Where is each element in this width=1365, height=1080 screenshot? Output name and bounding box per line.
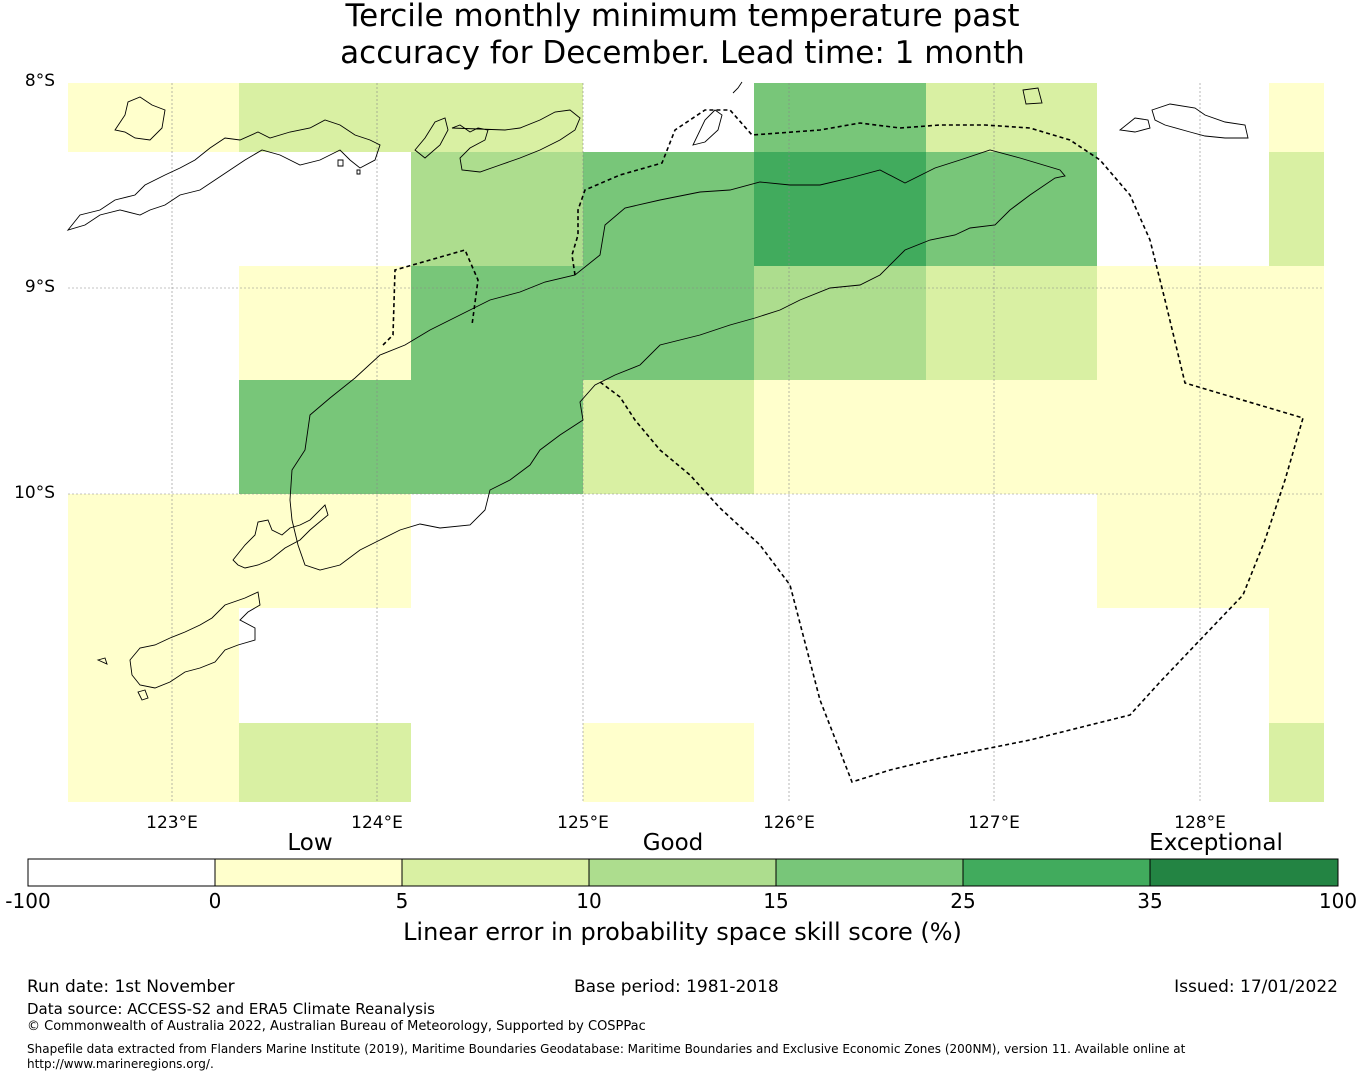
chart-title-line-2: accuracy for December. Lead time: 1 mont… [340,35,1025,71]
skill-cell [68,608,239,723]
colorbar-tick: 35 [1137,889,1163,913]
skill-cell [1269,723,1324,802]
colorbar-tick: -100 [5,889,51,913]
colorbar-segment [962,858,1151,887]
lon-label-125e: 125°E [557,813,609,833]
skill-cell [239,380,411,494]
chart-title-line-1: Tercile monthly minimum temperature past [345,0,1020,34]
colorbar-tick: 25 [950,889,976,913]
colorbar-tick: 10 [576,889,602,913]
skill-cell [1269,608,1324,723]
skill-cell [239,83,411,152]
gridlines [68,83,1324,802]
skill-cell [239,266,411,380]
skill-cell [583,152,754,266]
colorbar-segment [588,858,777,887]
coastlines [66,81,1249,701]
data-source: Data source: ACCESS-S2 and ERA5 Climate … [27,1000,435,1018]
skill-cell [583,723,754,802]
skill-cell [754,83,926,152]
colorbar-tick: 5 [395,889,409,913]
skill-cell [411,152,583,266]
skill-cell [1097,266,1269,380]
colorbar-segment [27,858,216,887]
lat-label-10s: 10°S [14,483,55,503]
colorbar-segment [775,858,964,887]
skill-cell [754,266,926,380]
lon-label-127e: 127°E [968,813,1020,833]
skill-cell [239,723,411,802]
skill-cell [411,83,583,152]
colorbar-segment [214,858,403,887]
skill-cell [68,723,239,802]
colorbar-segment [1149,858,1339,887]
lon-label-128e: 128°E [1174,813,1226,833]
skill-cell [926,83,1097,152]
lat-label-9s: 9°S [24,277,55,297]
lon-label-126e: 126°E [763,813,815,833]
skill-cell [1269,152,1324,266]
skill-cell [1269,266,1324,380]
colorbar-tick: 0 [208,889,222,913]
colorbar [27,858,1339,887]
maritime-boundary [382,109,1304,783]
lat-label-8s: 8°S [24,71,55,91]
copyright: © Commonwealth of Australia 2022, Austra… [27,1019,646,1034]
base-period: Base period: 1981-2018 [574,977,779,997]
colorbar-tick: 15 [763,889,789,913]
shapefile-credit-line-1: Shapefile data extracted from Flanders M… [27,1042,1186,1056]
skill-cell [239,494,411,608]
category-low: Low [287,830,333,856]
skill-cell [926,266,1097,380]
category-exceptional: Exceptional [1149,830,1283,856]
skill-cell [583,266,754,380]
skill-cell [1097,380,1269,494]
skill-cell [1097,494,1269,608]
skill-cell [68,494,239,608]
skill-cell [583,380,754,494]
skill-cell [754,152,926,266]
skill-cell [411,380,583,494]
shapefile-credit-line-2: http://www.marineregions.org/. [27,1057,214,1071]
skill-cell [68,83,239,152]
skill-cell [1269,83,1324,152]
colorbar-segment [401,858,590,887]
skill-cell [926,380,1097,494]
colorbar-label: Linear error in probability space skill … [403,918,962,946]
skill-cell [1269,494,1324,608]
lon-label-124e: 124°E [351,813,403,833]
lon-label-123e: 123°E [146,813,198,833]
skill-cell [1269,380,1324,494]
colorbar-tick: 100 [1318,889,1358,913]
issued-date: Issued: 17/01/2022 [1174,977,1338,997]
skill-cell [411,266,583,380]
run-date: Run date: 1st November [27,977,235,997]
category-good: Good [642,830,704,856]
skill-grid [68,83,1324,802]
skill-cell [754,380,926,494]
